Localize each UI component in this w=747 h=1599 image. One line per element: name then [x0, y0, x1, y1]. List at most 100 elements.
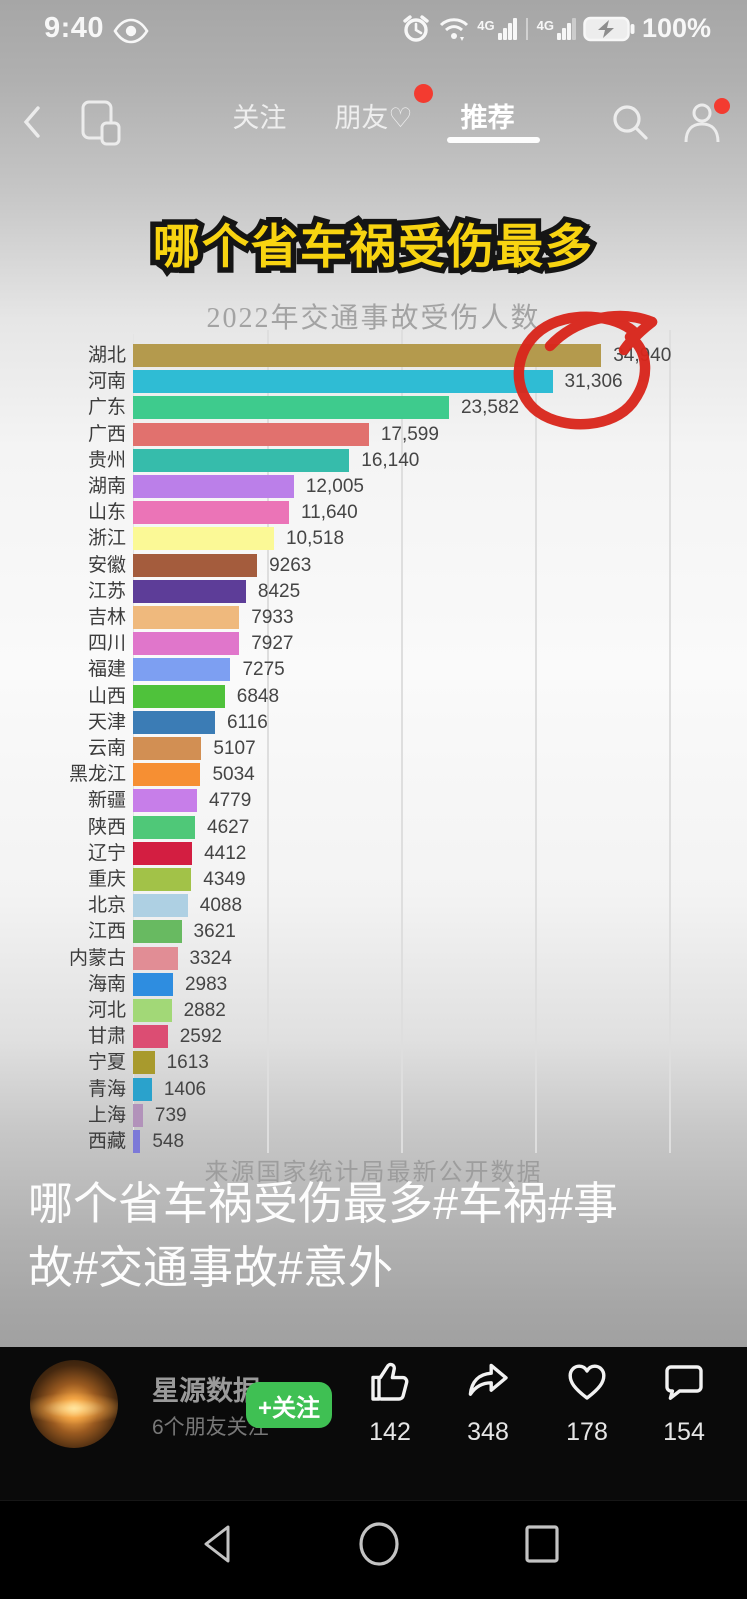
comment-bubble-icon	[665, 1365, 703, 1400]
publisher-avatar[interactable]	[30, 1360, 118, 1448]
value-label: 16,140	[361, 449, 420, 471]
android-back-icon[interactable]	[198, 1521, 238, 1567]
province-label: 云南	[87, 738, 126, 759]
friends-follow-note: 6个朋友关注	[152, 1416, 269, 1439]
value-label: 3621	[193, 921, 236, 943]
profile-icon[interactable]	[680, 98, 730, 148]
chart-row: 河北 2882	[0, 999, 747, 1022]
value-label: 7933	[251, 607, 294, 628]
chart-row: 辽宁 4412	[0, 841, 747, 865]
value-bar	[133, 422, 369, 446]
value-bar	[133, 763, 201, 787]
back-chevron-icon[interactable]	[20, 102, 44, 142]
follow-button[interactable]: +关注	[246, 1382, 332, 1428]
province-label: 宁夏	[87, 1052, 126, 1074]
value-bar	[133, 684, 225, 708]
cellular-signal-2-icon: 4G	[537, 17, 576, 40]
province-label: 河南	[87, 371, 126, 393]
share-button[interactable]: 348	[453, 1357, 523, 1447]
chart-row: 江西 3621	[0, 920, 747, 944]
province-label: 江西	[87, 921, 126, 943]
value-bar	[133, 632, 240, 656]
clock-time: 9:40	[44, 12, 105, 44]
chart-row: 湖南 12,005	[0, 475, 747, 498]
chart-row: 浙江 10,518	[0, 527, 747, 551]
value-label: 4088	[199, 895, 243, 917]
value-bar	[133, 1077, 152, 1101]
value-label: 2983	[184, 973, 228, 995]
value-bar	[133, 972, 173, 996]
chart-gridline	[535, 330, 537, 1153]
chart-row: 西藏 548	[0, 1130, 747, 1153]
value-bar	[133, 475, 294, 498]
value-label: 7927	[251, 633, 294, 655]
chart-row: 安徽 9263	[0, 553, 747, 577]
video-headline: 哪个省车祸受伤最多 哪个省车祸受伤最多	[148, 215, 598, 281]
chart-gridline	[669, 330, 671, 1153]
value-bar	[133, 606, 240, 629]
province-label: 北京	[87, 895, 126, 917]
value-label: 4412	[204, 842, 247, 864]
value-label: 12,005	[305, 476, 364, 497]
data-source-note: 来源国家统计局最新公开数据	[204, 1160, 543, 1186]
value-label: 6848	[236, 685, 280, 707]
android-recents-icon[interactable]	[522, 1521, 562, 1567]
favorite-button[interactable]: 178	[552, 1357, 622, 1447]
value-bar	[133, 658, 231, 682]
search-icon[interactable]	[608, 100, 652, 144]
eye-icon	[113, 18, 149, 44]
chart-row: 云南 5107	[0, 737, 747, 760]
battery-percent: 100%	[641, 13, 711, 43]
value-label: 739	[154, 1104, 187, 1126]
publisher-username[interactable]: 星源数据	[152, 1376, 260, 1406]
tab-friends[interactable]: 朋友♡	[334, 84, 433, 135]
province-label: 江苏	[87, 580, 126, 602]
value-bar	[133, 527, 274, 551]
heart-icon	[568, 1364, 606, 1400]
value-bar	[133, 501, 289, 525]
thumbs-up-icon	[371, 1362, 409, 1401]
caption-line-2: 故#交通事故#意外	[28, 1242, 394, 1293]
chart-gridline	[401, 330, 403, 1153]
province-label: 贵州	[87, 449, 126, 471]
bottom-bar: 星源数据 6个朋友关注 +关注 142 348 178	[0, 1347, 747, 1500]
value-bar	[133, 946, 178, 970]
tab-follow[interactable]: 关注	[232, 103, 287, 133]
like-count: 142	[369, 1418, 411, 1446]
value-bar	[133, 1051, 155, 1075]
chart-row: 北京 4088	[0, 894, 747, 918]
chart-title: 2022年交通事故受伤人数	[206, 303, 541, 334]
video-caption: 哪个省车祸受伤最多#车祸#事 故#交通事故#意外	[28, 1172, 718, 1300]
value-bar	[133, 710, 215, 734]
province-label: 吉林	[87, 607, 126, 628]
chart-row: 上海 739	[0, 1103, 747, 1127]
chart-row: 内蒙古 3324	[0, 946, 747, 970]
comment-button[interactable]: 154	[649, 1357, 719, 1447]
province-label: 内蒙古	[68, 947, 126, 969]
value-bar	[133, 999, 172, 1022]
province-label: 山东	[87, 502, 126, 524]
value-bar	[133, 815, 195, 839]
province-label: 重庆	[87, 869, 126, 890]
multi-window-icon[interactable]	[80, 98, 124, 148]
province-label: 湖北	[87, 345, 126, 366]
province-label: 山西	[87, 685, 126, 707]
value-label: 9263	[269, 554, 312, 576]
value-bar	[133, 868, 192, 891]
favorite-count: 178	[566, 1418, 608, 1446]
chart-row: 山东 11,640	[0, 501, 747, 525]
tab-recommend[interactable]: 推荐	[460, 103, 515, 133]
chart-row: 吉林 7933	[0, 606, 747, 629]
android-home-icon[interactable]	[356, 1521, 402, 1567]
value-label: 4627	[207, 816, 250, 838]
value-label: 11,640	[300, 502, 358, 524]
province-label: 安徽	[87, 554, 126, 576]
chart-row: 江苏 8425	[0, 579, 747, 603]
status-icons: 4G 4G 100%	[401, 13, 711, 44]
like-button[interactable]: 142	[355, 1357, 425, 1447]
chart-row: 重庆 4349	[0, 868, 747, 891]
province-label: 甘肃	[87, 1026, 126, 1048]
value-bar	[133, 370, 553, 394]
value-label: 4779	[209, 790, 252, 812]
value-label: 17,599	[380, 423, 439, 445]
